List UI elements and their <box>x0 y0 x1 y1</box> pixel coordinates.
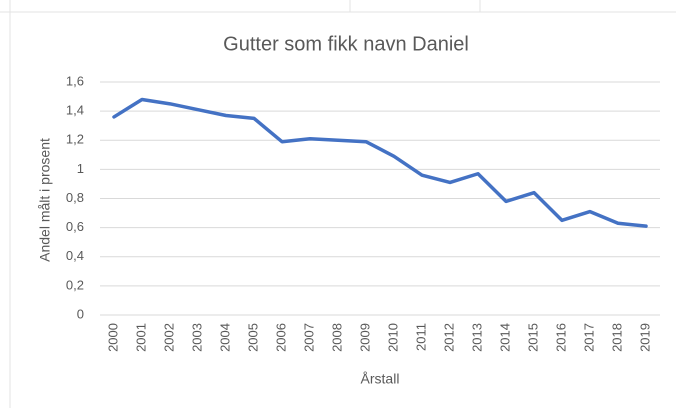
x-tick-label: 2017 <box>581 323 596 352</box>
x-tick-label: 2019 <box>637 323 652 352</box>
y-tick-label: 1,2 <box>66 132 84 147</box>
x-tick-label: 2008 <box>329 323 344 352</box>
x-tick-label: 2016 <box>553 323 568 352</box>
x-tick-label: 2011 <box>413 323 428 351</box>
x-tick-label: 2006 <box>273 323 288 352</box>
line-series <box>112 97 648 228</box>
chart-title: Gutter som fikk navn Daniel <box>223 33 469 55</box>
x-tick-label: 2009 <box>357 323 372 352</box>
x-tick-label: 2014 <box>497 323 512 352</box>
x-tick-label: 2002 <box>161 323 176 352</box>
y-tick-label: 0 <box>77 306 84 321</box>
x-axis-label: Årstall <box>361 371 400 387</box>
y-tick-label: 0,8 <box>66 190 84 205</box>
x-tick-label: 2001 <box>133 323 148 352</box>
x-tick-label: 2004 <box>217 323 232 352</box>
x-tick-label: 2007 <box>301 323 316 352</box>
y-tick-label: 0,2 <box>66 277 84 292</box>
x-tick-label: 2015 <box>525 323 540 352</box>
x-tick-label: 2013 <box>469 323 484 352</box>
x-tick-label: 2012 <box>441 323 456 352</box>
x-tick-label: 2000 <box>105 323 120 352</box>
x-tick-label: 2018 <box>609 323 624 352</box>
y-tick-label: 0,6 <box>66 219 84 234</box>
x-tick-label: 2003 <box>189 323 204 352</box>
x-tick-label: 2005 <box>245 323 260 352</box>
y-tick-label: 1,4 <box>66 103 84 118</box>
y-tick-label: 1 <box>77 161 84 176</box>
x-tick-label: 2010 <box>385 323 400 352</box>
y-tick-label: 1,6 <box>66 73 84 88</box>
y-tick-label: 0,4 <box>66 248 84 263</box>
y-axis-label: Andel målt i prosent <box>37 138 53 262</box>
